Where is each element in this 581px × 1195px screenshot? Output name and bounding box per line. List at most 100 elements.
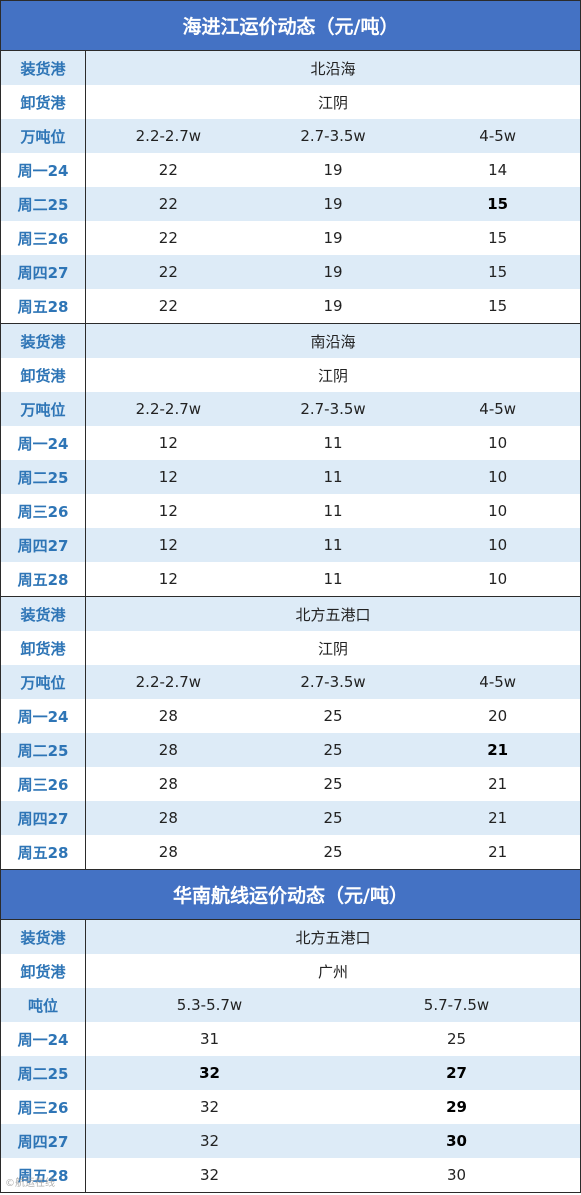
table-row: 卸货港 广州 xyxy=(1,954,580,988)
row-label: 万吨位 xyxy=(1,119,86,153)
value-cell: 22 xyxy=(158,229,178,247)
row-label: 装货港 xyxy=(1,324,86,358)
row-label: 周二25 xyxy=(1,460,86,494)
row-values: 12 11 10 xyxy=(86,426,580,460)
table-row: 周二25 12 11 10 xyxy=(1,460,580,494)
table-row: 周一24 12 11 10 xyxy=(1,426,580,460)
row-values: 28 25 21 xyxy=(86,835,580,869)
row-label: 周五28 xyxy=(1,562,86,596)
value-cell: 11 xyxy=(323,502,343,520)
row-values: 2.2-2.7w 2.7-3.5w 4-5w xyxy=(86,392,580,426)
span-cell: 江阴 xyxy=(317,639,348,658)
span-cell: 江阴 xyxy=(317,366,348,385)
watermark: ©航运在线 xyxy=(5,1178,55,1189)
section1-title: 海进江运价动态（元/吨） xyxy=(1,1,580,51)
table-row: 装货港 北沿海 xyxy=(1,51,580,85)
value-cell: 21 xyxy=(488,843,508,861)
value-cell: 10 xyxy=(488,468,508,486)
row-label: 周三26 xyxy=(1,494,86,528)
table-row: 周五28 22 19 15 xyxy=(1,289,580,323)
section2-body: 装货港 北方五港口 卸货港 广州 吨位 5.3-5.7w 5.7-7.5w 周一24 31 25 周… xyxy=(1,920,580,1193)
value-cell: 28 xyxy=(158,809,178,827)
value-cell: 30 xyxy=(446,1166,467,1184)
table-row: 装货港 北方五港口 xyxy=(1,597,580,631)
value-cell: 11 xyxy=(323,536,343,554)
value-cell: 5.3-5.7w xyxy=(176,996,243,1014)
table-row: 周五28 12 11 10 xyxy=(1,562,580,596)
row-values: 2.2-2.7w 2.7-3.5w 4-5w xyxy=(86,665,580,699)
row-label: 周四27 xyxy=(1,1124,86,1158)
span-cell: 南沿海 xyxy=(310,332,356,351)
value-cell: 10 xyxy=(488,502,508,520)
value-cell: 25 xyxy=(323,741,343,759)
value-cell: 15 xyxy=(488,297,508,315)
row-values: 32 30 xyxy=(86,1124,580,1158)
row-label: 万吨位 xyxy=(1,392,86,426)
row-values: 22 19 15 xyxy=(86,255,580,289)
value-cell: 4-5w xyxy=(479,400,517,418)
row-label: 装货港 xyxy=(1,51,86,85)
row-values: 28 25 20 xyxy=(86,699,580,733)
row-label: 卸货港 xyxy=(1,358,86,392)
row-values: 22 19 15 xyxy=(86,187,580,221)
value-cell: 27 xyxy=(446,1064,467,1082)
value-cell: 32 xyxy=(199,1064,220,1082)
table-row: 周二25 22 19 15 xyxy=(1,187,580,221)
value-cell: 15 xyxy=(487,195,509,213)
row-values: 12 11 10 xyxy=(86,494,580,528)
value-cell: 29 xyxy=(446,1098,467,1116)
row-values: 江阴 xyxy=(86,85,580,119)
table-row: 装货港 南沿海 xyxy=(1,324,580,358)
row-values: 12 11 10 xyxy=(86,460,580,494)
row-values: 2.2-2.7w 2.7-3.5w 4-5w xyxy=(86,119,580,153)
row-label: 周二25 xyxy=(1,733,86,767)
table-row: 周四27 28 25 21 xyxy=(1,801,580,835)
value-cell: 28 xyxy=(158,707,178,725)
row-values: 江阴 xyxy=(86,631,580,665)
table-row: 周四27 22 19 15 xyxy=(1,255,580,289)
table-row: 周二25 32 27 xyxy=(1,1056,580,1090)
value-cell: 22 xyxy=(158,297,178,315)
row-label: 周一24 xyxy=(1,1022,86,1056)
rate-block: 装货港 北沿海 卸货港 江阴 万吨位 2.2-2.7w 2.7-3.5w 4-5w 周一24 22… xyxy=(1,51,580,324)
table-row: 周五28 28 25 21 xyxy=(1,835,580,869)
rate-block: 装货港 南沿海 卸货港 江阴 万吨位 2.2-2.7w 2.7-3.5w 4-5w 周一24 12… xyxy=(1,324,580,597)
row-label: 周一24 xyxy=(1,699,86,733)
value-cell: 19 xyxy=(323,263,343,281)
value-cell: 28 xyxy=(158,843,178,861)
table-row: 周一24 22 19 14 xyxy=(1,153,580,187)
row-values: 28 25 21 xyxy=(86,801,580,835)
value-cell: 32 xyxy=(199,1098,220,1116)
value-cell: 11 xyxy=(323,468,343,486)
value-cell: 2.2-2.7w xyxy=(135,673,202,691)
value-cell: 25 xyxy=(323,707,343,725)
value-cell: 2.2-2.7w xyxy=(135,127,202,145)
row-label: 周二25 xyxy=(1,1056,86,1090)
row-values: 12 11 10 xyxy=(86,562,580,596)
row-label: 装货港 xyxy=(1,597,86,631)
row-values: 31 25 xyxy=(86,1022,580,1056)
value-cell: 4-5w xyxy=(479,127,517,145)
value-cell: 12 xyxy=(158,468,178,486)
row-label: 周五28 xyxy=(1,1158,86,1192)
value-cell: 19 xyxy=(323,229,343,247)
value-cell: 19 xyxy=(323,161,343,179)
row-label: 周一24 xyxy=(1,426,86,460)
row-values: 22 19 15 xyxy=(86,289,580,323)
row-values: 32 27 xyxy=(86,1056,580,1090)
span-cell: 江阴 xyxy=(317,93,348,112)
table-row: 周一24 31 25 xyxy=(1,1022,580,1056)
value-cell: 5.7-7.5w xyxy=(423,996,490,1014)
table-row: 卸货港 江阴 xyxy=(1,631,580,665)
row-label: 卸货港 xyxy=(1,631,86,665)
value-cell: 31 xyxy=(199,1030,220,1048)
section1-body: 装货港 北沿海 卸货港 江阴 万吨位 2.2-2.7w 2.7-3.5w 4-5w 周一24 22… xyxy=(1,51,580,870)
value-cell: 28 xyxy=(158,741,178,759)
span-cell: 北沿海 xyxy=(310,59,356,78)
row-label: 周五28 xyxy=(1,835,86,869)
row-values: 5.3-5.7w 5.7-7.5w xyxy=(86,988,580,1022)
table-row: 万吨位 2.2-2.7w 2.7-3.5w 4-5w xyxy=(1,119,580,153)
value-cell: 10 xyxy=(488,434,508,452)
row-label: 周四27 xyxy=(1,528,86,562)
value-cell: 21 xyxy=(488,809,508,827)
